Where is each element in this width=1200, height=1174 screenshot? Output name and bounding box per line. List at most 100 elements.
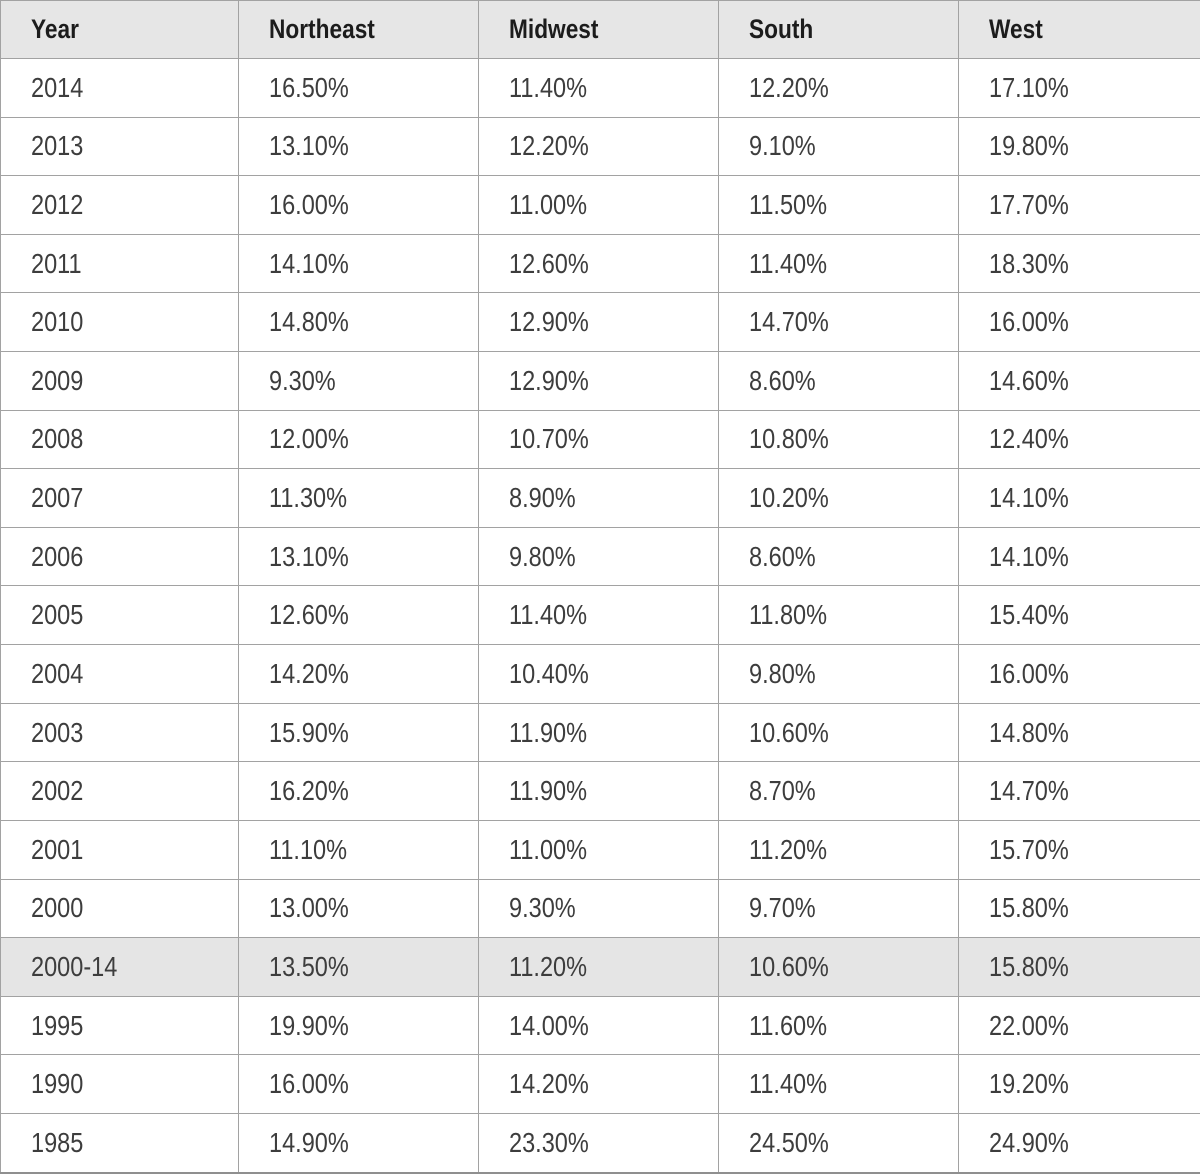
value-cell: 23.30% bbox=[478, 1112, 719, 1174]
value-cell: 15.80% bbox=[958, 937, 1200, 997]
cell-text: 11.10% bbox=[269, 833, 348, 865]
value-cell: 16.00% bbox=[238, 1054, 479, 1114]
table-header: Year Northeast Midwest South West bbox=[0, 0, 1200, 59]
table-row: 2009 9.30% 12.90% 8.60% 14.60% bbox=[0, 351, 1200, 411]
year-cell: 1985 bbox=[0, 1112, 239, 1174]
value-cell: 14.80% bbox=[238, 292, 479, 353]
value-cell: 11.40% bbox=[718, 233, 959, 294]
column-header-south: South bbox=[718, 0, 959, 59]
value-cell: 14.70% bbox=[958, 761, 1200, 821]
cell-text: 24.90% bbox=[989, 1126, 1069, 1158]
value-cell: 18.30% bbox=[958, 233, 1200, 294]
summary-row: 2000-14 13.50% 11.20% 10.60% 15.80% bbox=[0, 937, 1200, 997]
table-row: 2014 16.50% 11.40% 12.20% 17.10% bbox=[0, 58, 1200, 118]
cell-text: 9.80% bbox=[749, 657, 816, 689]
year-cell: 2002 bbox=[0, 761, 239, 821]
cell-text: 2007 bbox=[31, 482, 84, 514]
value-cell: 15.40% bbox=[958, 585, 1200, 646]
cell-text: 14.70% bbox=[989, 775, 1069, 807]
cell-text: 11.60% bbox=[749, 1009, 828, 1041]
cell-text: 13.10% bbox=[269, 130, 349, 162]
cell-text: 2008 bbox=[31, 423, 84, 455]
column-header-label: Midwest bbox=[509, 14, 599, 44]
value-cell: 10.60% bbox=[718, 702, 959, 763]
value-cell: 9.80% bbox=[718, 644, 959, 704]
cell-text: 12.60% bbox=[509, 247, 589, 279]
value-cell: 14.10% bbox=[958, 468, 1200, 528]
cell-text: 10.20% bbox=[749, 482, 829, 514]
cell-text: 19.80% bbox=[989, 130, 1069, 162]
year-cell: 2007 bbox=[0, 468, 239, 528]
cell-text: 2005 bbox=[31, 599, 84, 631]
table-row: 2013 13.10% 12.20% 9.10% 19.80% bbox=[0, 116, 1200, 177]
cell-text: 2011 bbox=[31, 247, 82, 279]
value-cell: 12.60% bbox=[238, 585, 479, 646]
value-cell: 13.10% bbox=[238, 526, 479, 587]
cell-text: 2000 bbox=[31, 892, 84, 924]
column-header-west: West bbox=[958, 0, 1200, 59]
year-cell: 1990 bbox=[0, 1054, 239, 1114]
cell-text: 24.50% bbox=[749, 1126, 829, 1158]
value-cell: 9.10% bbox=[718, 116, 959, 177]
value-cell: 14.20% bbox=[238, 644, 479, 704]
value-cell: 16.20% bbox=[238, 761, 479, 821]
table-row: 1990 16.00% 14.20% 11.40% 19.20% bbox=[0, 1054, 1200, 1114]
cell-text: 16.00% bbox=[989, 657, 1069, 689]
table-row: 1995 19.90% 14.00% 11.60% 22.00% bbox=[0, 995, 1200, 1056]
value-cell: 14.10% bbox=[238, 233, 479, 294]
value-cell: 16.00% bbox=[958, 292, 1200, 353]
value-cell: 11.40% bbox=[478, 585, 719, 646]
table-row: 1985 14.90% 23.30% 24.50% 24.90% bbox=[0, 1112, 1200, 1174]
value-cell: 12.90% bbox=[478, 351, 719, 411]
table-row: 2002 16.20% 11.90% 8.70% 14.70% bbox=[0, 761, 1200, 821]
cell-text: 17.10% bbox=[989, 71, 1069, 103]
table-row: 2005 12.60% 11.40% 11.80% 15.40% bbox=[0, 585, 1200, 646]
value-cell: 9.80% bbox=[478, 526, 719, 587]
cell-text: 2009 bbox=[31, 364, 84, 396]
cell-text: 14.10% bbox=[989, 540, 1069, 572]
cell-text: 2000-14 bbox=[31, 950, 118, 982]
cell-text: 11.20% bbox=[509, 950, 588, 982]
value-cell: 9.70% bbox=[718, 878, 959, 939]
value-cell: 11.00% bbox=[478, 175, 719, 235]
cell-text: 14.70% bbox=[749, 306, 829, 338]
cell-text: 17.70% bbox=[989, 189, 1069, 221]
cell-text: 16.50% bbox=[269, 71, 349, 103]
cell-text: 9.30% bbox=[509, 892, 576, 924]
cell-text: 11.50% bbox=[749, 189, 828, 221]
value-cell: 11.90% bbox=[478, 702, 719, 763]
value-cell: 11.00% bbox=[478, 819, 719, 880]
cell-text: 12.20% bbox=[509, 130, 589, 162]
value-cell: 11.80% bbox=[718, 585, 959, 646]
cell-text: 2013 bbox=[31, 130, 84, 162]
value-cell: 19.90% bbox=[238, 995, 479, 1056]
value-cell: 12.60% bbox=[478, 233, 719, 294]
value-cell: 13.00% bbox=[238, 878, 479, 939]
value-cell: 8.90% bbox=[478, 468, 719, 528]
year-cell: 2000 bbox=[0, 878, 239, 939]
year-cell: 2008 bbox=[0, 409, 239, 470]
value-cell: 11.10% bbox=[238, 819, 479, 880]
value-cell: 8.60% bbox=[718, 351, 959, 411]
value-cell: 9.30% bbox=[478, 878, 719, 939]
value-cell: 14.90% bbox=[238, 1112, 479, 1174]
year-cell: 2009 bbox=[0, 351, 239, 411]
cell-text: 2003 bbox=[31, 716, 84, 748]
cell-text: 12.60% bbox=[269, 599, 349, 631]
cell-text: 11.40% bbox=[509, 71, 588, 103]
value-cell: 19.20% bbox=[958, 1054, 1200, 1114]
value-cell: 12.90% bbox=[478, 292, 719, 353]
value-cell: 17.10% bbox=[958, 58, 1200, 118]
cell-text: 8.70% bbox=[749, 775, 816, 807]
cell-text: 1990 bbox=[31, 1068, 84, 1100]
cell-text: 16.20% bbox=[269, 775, 349, 807]
cell-text: 14.60% bbox=[989, 364, 1069, 396]
value-cell: 15.90% bbox=[238, 702, 479, 763]
value-cell: 8.60% bbox=[718, 526, 959, 587]
year-cell: 1995 bbox=[0, 995, 239, 1056]
cell-text: 19.20% bbox=[989, 1068, 1069, 1100]
cell-text: 12.40% bbox=[989, 423, 1069, 455]
cell-text: 12.90% bbox=[509, 306, 589, 338]
value-cell: 14.60% bbox=[958, 351, 1200, 411]
